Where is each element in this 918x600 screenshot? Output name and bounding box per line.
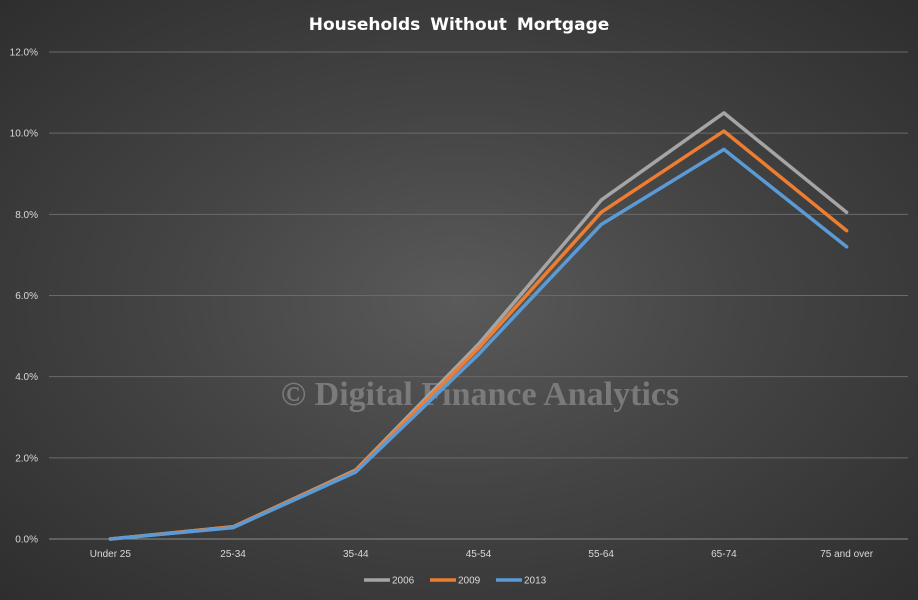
x-tick-label: 45-54 (466, 549, 492, 560)
x-axis-ticks: Under 25 25-34 35-44 45-54 55-64 65-74 75 and … (90, 549, 874, 560)
x-tick-label: 55-64 (588, 549, 614, 560)
legend-label: 2009 (458, 576, 481, 587)
legend-label: 2006 (392, 576, 415, 587)
legend: 2006 2009 2013 (364, 576, 547, 587)
x-tick-label: Under 25 (90, 549, 132, 560)
x-tick-label: 35-44 (343, 549, 369, 560)
series-line-2013 (108, 147, 849, 541)
y-axis-ticks: 0.0% 2.0% 4.0% 6.0% 8.0% 10.0% 12.0% (10, 48, 38, 546)
y-tick-label: 8.0% (15, 210, 38, 221)
series-line-2006 (108, 111, 849, 541)
y-tick-label: 12.0% (10, 48, 38, 59)
legend-label: 2013 (524, 576, 547, 587)
x-tick-label: 65-74 (711, 549, 737, 560)
watermark: © Digital Finance Analytics (281, 376, 679, 413)
y-tick-label: 0.0% (15, 535, 38, 546)
x-tick-label: 25-34 (220, 549, 246, 560)
y-tick-label: 2.0% (15, 453, 38, 464)
y-tick-label: 4.0% (15, 372, 38, 383)
y-tick-label: 10.0% (10, 129, 38, 140)
series-lines (108, 111, 849, 541)
gridlines (49, 51, 908, 459)
y-tick-label: 6.0% (15, 291, 38, 302)
chart-title: Households Without Mortgage (309, 15, 610, 35)
x-tick-label: 75 and over (820, 549, 873, 560)
series-line-2009 (108, 129, 849, 541)
